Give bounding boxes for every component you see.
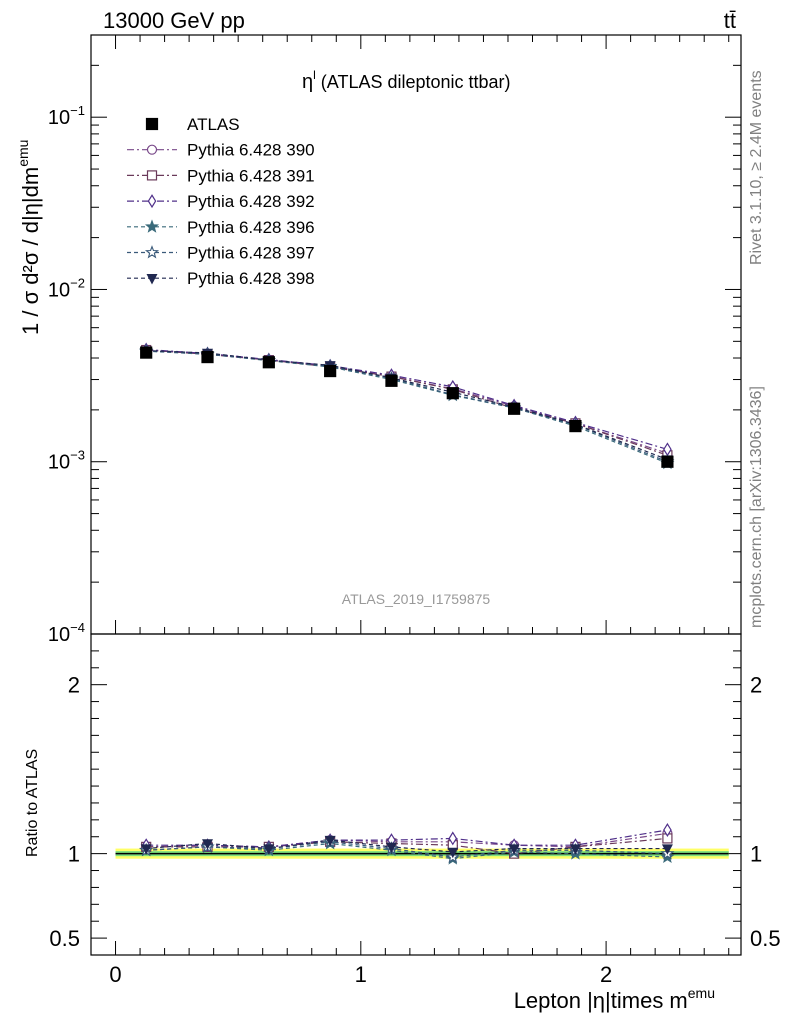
ratio-series [139, 822, 675, 865]
legend-marker-pythia-6-428-396 [144, 219, 160, 233]
legend-label-atlas: ATLAS [187, 115, 240, 134]
series-line-pythia-6-428-398 [146, 349, 668, 461]
axis-ticks: 0 1 2 10−1 10−2 10−3 10−4 2 2 1 1 0.5 0.5 [48, 35, 781, 987]
ratio-point-pythia-6-428-398 [202, 839, 214, 850]
y-ratio-tick-label-right: 1 [750, 842, 762, 867]
y-main-label-text: 1 / σ d²σ / d|η|dm [18, 167, 43, 335]
series-line-pythia-6-428-390 [146, 349, 668, 454]
series-line-pythia-6-428-392 [146, 348, 668, 450]
x-tick-label: 2 [600, 962, 612, 987]
ratio-point-pythia-6-428-398 [447, 847, 459, 859]
legend-label-pythia-6-428-397: Pythia 6.428 397 [187, 244, 315, 263]
ratio-point-pythia-6-428-398 [508, 844, 520, 855]
plot-title: ηl (ATLAS dileptonic ttbar) [302, 68, 511, 93]
plot-title-text: (ATLAS dileptonic ttbar) [316, 72, 511, 92]
y-ratio-tick-label-right: 2 [750, 673, 762, 698]
point-atlas [385, 374, 398, 387]
y-main-tick-label: 10−1 [48, 103, 85, 129]
series-line-pythia-6-428-391 [146, 349, 668, 456]
legend: ATLAS Pythia 6.428 390 Pythia 6.428 391 Pyt… [127, 115, 315, 288]
legend-label-pythia-6-428-396: Pythia 6.428 396 [187, 218, 315, 237]
point-atlas [262, 356, 275, 369]
y-ratio-tick-label-right: 0.5 [750, 926, 781, 951]
energy-label: 13000 GeV pp [103, 8, 245, 33]
y-ratio-tick-label-left: 1 [68, 842, 80, 867]
ratio-point-pythia-6-428-398 [140, 844, 152, 855]
ratio-point-pythia-6-428-398 [385, 842, 397, 854]
series-line-pythia-6-428-396 [146, 350, 668, 464]
ratio-point-pythia-6-428-398 [661, 844, 673, 855]
y-main-tick-label: 10−2 [48, 275, 85, 301]
legend-marker-atlas [145, 117, 159, 131]
point-atlas [661, 455, 674, 468]
ratio-point-pythia-6-428-398 [324, 835, 336, 847]
process-label: tt̄ [724, 8, 736, 33]
x-axis-label-text: Lepton |η|times m [514, 988, 688, 1013]
y-ratio-label: Ratio to ATLAS [24, 749, 41, 857]
plot-title-symbol: η [302, 71, 313, 93]
y-main-label-sup: emu [15, 140, 31, 167]
point-atlas [201, 350, 214, 364]
y-ratio-tick-label-left: 2 [68, 673, 80, 698]
legend-marker-pythia-6-428-398 [146, 274, 158, 285]
y-main-tick-label: 10−3 [48, 448, 85, 474]
ratio-point-pythia-6-428-392 [663, 822, 672, 837]
y-main-label: 1 / σ d²σ / d|η|dmemu [15, 140, 43, 335]
ratio-uncertainty-band [115, 848, 729, 859]
x-axis-label-sup: emu [688, 985, 715, 1001]
main-series [139, 342, 675, 470]
legend-marker-pythia-6-428-392 [147, 194, 157, 209]
ratio-point-pythia-6-428-392 [448, 831, 458, 846]
legend-marker-pythia-6-428-397 [144, 245, 160, 259]
point-atlas [508, 402, 521, 415]
point-atlas [140, 346, 153, 359]
legend-label-pythia-6-428-398: Pythia 6.428 398 [187, 269, 315, 288]
x-tick-label: 0 [109, 962, 121, 987]
mcplots-label: mcplots.cern.ch [arXiv:1306.3436] [748, 386, 765, 628]
x-tick-label: 1 [355, 962, 367, 987]
x-axis-label: Lepton |η|times memu [514, 985, 715, 1013]
series-line-pythia-6-428-397 [146, 350, 668, 463]
ratio-frame-border [90, 633, 742, 956]
point-atlas [324, 364, 337, 378]
ratio-point-pythia-6-428-398 [263, 844, 275, 855]
legend-marker-pythia-6-428-391 [146, 170, 158, 181]
y-ratio-tick-label-left: 0.5 [49, 926, 80, 951]
ratio-plot-frame [90, 633, 742, 956]
legend-label-pythia-6-428-390: Pythia 6.428 390 [187, 141, 315, 160]
legend-label-pythia-6-428-392: Pythia 6.428 392 [187, 192, 315, 211]
legend-label-pythia-6-428-391: Pythia 6.428 391 [187, 166, 315, 185]
point-atlas [446, 387, 459, 400]
plot-title-superscript: l [313, 68, 316, 82]
legend-marker-pythia-6-428-390 [146, 144, 158, 155]
ratio-point-pythia-6-428-398 [569, 844, 581, 855]
rivet-label: Rivet 3.1.10, ≥ 2.4M events [748, 70, 765, 265]
analysis-id: ATLAS_2019_I1759875 [342, 591, 491, 607]
y-main-tick-label: 10−4 [48, 620, 85, 646]
point-atlas [569, 420, 582, 433]
